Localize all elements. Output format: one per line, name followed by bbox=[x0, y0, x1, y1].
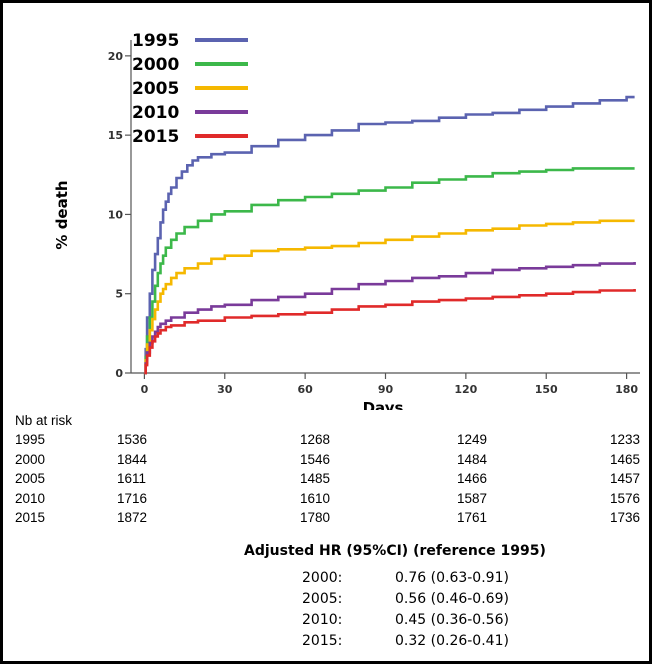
legend-label-1995: 1995 bbox=[132, 31, 179, 51]
series-line-1995 bbox=[144, 95, 635, 375]
legend-label-2010: 2010 bbox=[132, 103, 179, 123]
risk-year-2015: 2015 bbox=[15, 510, 46, 525]
series-line-2005 bbox=[144, 219, 635, 375]
series-line-2000 bbox=[144, 167, 635, 375]
hr-year-label: 2010: bbox=[302, 612, 343, 628]
hr-year-label: 2000: bbox=[302, 570, 343, 586]
risk-count: 1716 bbox=[117, 490, 148, 506]
legend-label-2015: 2015 bbox=[132, 127, 179, 147]
series-line-2015 bbox=[144, 289, 636, 375]
risk-count: 1761 bbox=[456, 510, 487, 525]
chart-axes: 0 5 10 15 20 0 30 60 90 120 150 180 bbox=[108, 40, 640, 396]
risk-count: 1268 bbox=[299, 432, 330, 447]
risk-count: 1465 bbox=[609, 451, 640, 467]
series-line-2010 bbox=[144, 262, 636, 375]
x-tick-label: 30 bbox=[217, 383, 233, 396]
hr-value: 0.32 (0.26-0.41) bbox=[395, 633, 509, 649]
x-tick-label: 90 bbox=[378, 383, 394, 396]
hazard-ratio-header: Adjusted HR (95%CI) (reference 1995) bbox=[244, 543, 546, 559]
y-tick-label: 5 bbox=[115, 288, 123, 301]
y-tick-label: 15 bbox=[108, 129, 123, 142]
hr-value: 0.45 (0.36-0.56) bbox=[395, 612, 509, 628]
x-tick-label: 150 bbox=[535, 383, 558, 396]
risk-count: 1780 bbox=[299, 510, 330, 525]
risk-count: 1233 bbox=[609, 432, 640, 447]
y-axis-title: % death bbox=[53, 180, 71, 249]
risk-count: 1484 bbox=[456, 451, 487, 467]
risk-year-2005: 2005 bbox=[15, 471, 46, 486]
risk-table-title: Nb at risk bbox=[15, 413, 73, 428]
x-tick-label: 180 bbox=[615, 383, 638, 396]
risk-count: 1611 bbox=[117, 471, 147, 486]
x-axis-title: Days bbox=[363, 399, 404, 410]
risk-count: 1736 bbox=[609, 510, 640, 525]
hr-value: 0.76 (0.63-0.91) bbox=[395, 570, 509, 586]
x-tick-label: 0 bbox=[141, 383, 149, 396]
survival-chart: 0 5 10 15 20 0 30 60 90 120 150 180 1995 2000 2005 201… bbox=[53, 31, 640, 410]
legend-label-2000: 2000 bbox=[132, 55, 179, 75]
risk-count: 1466 bbox=[456, 471, 487, 486]
y-tick-label: 0 bbox=[115, 367, 123, 380]
risk-count: 1485 bbox=[299, 471, 330, 486]
risk-count: 1587 bbox=[456, 490, 487, 506]
y-tick-label: 10 bbox=[108, 208, 124, 221]
series-layer bbox=[144, 95, 636, 375]
risk-count: 1872 bbox=[117, 510, 148, 525]
x-tick-label: 120 bbox=[454, 383, 477, 396]
hr-year-label: 2015: bbox=[302, 633, 343, 649]
hr-year-label: 2005: bbox=[302, 591, 343, 607]
risk-count: 1576 bbox=[609, 490, 640, 506]
risk-count: 1249 bbox=[456, 432, 487, 447]
risk-count: 1610 bbox=[299, 490, 330, 506]
risk-count: 1536 bbox=[117, 432, 148, 447]
risk-year-2000: 2000 bbox=[15, 451, 46, 467]
y-tick-label: 20 bbox=[108, 50, 124, 63]
risk-year-2010: 2010 bbox=[15, 490, 46, 506]
hr-value: 0.56 (0.46-0.69) bbox=[395, 591, 509, 607]
risk-count: 1546 bbox=[299, 451, 330, 467]
risk-count: 1457 bbox=[609, 471, 640, 486]
legend-label-2005: 2005 bbox=[132, 79, 179, 99]
x-tick-label: 60 bbox=[297, 383, 313, 396]
risk-count: 1844 bbox=[117, 451, 148, 467]
chart-legend: 1995 2000 2005 2010 2015 bbox=[132, 31, 248, 147]
risk-year-1995: 1995 bbox=[15, 432, 46, 447]
